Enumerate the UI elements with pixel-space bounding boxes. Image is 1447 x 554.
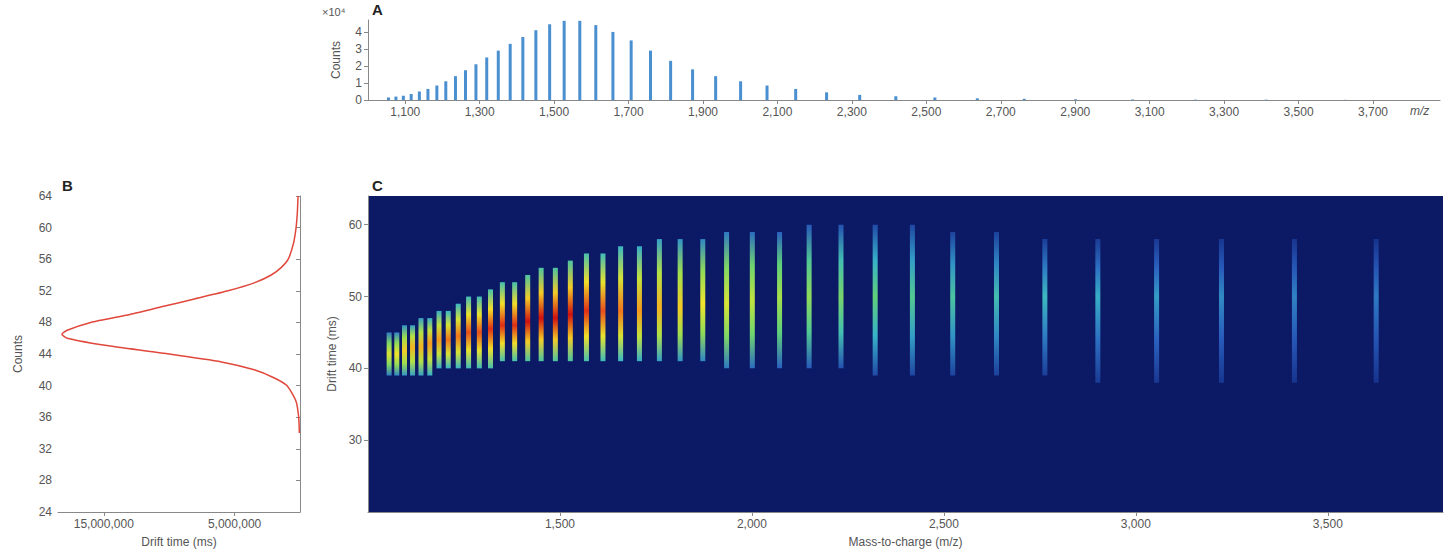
svg-text:Mass-to-charge (m/z): Mass-to-charge (m/z) xyxy=(848,535,962,549)
svg-text:1,300: 1,300 xyxy=(465,105,495,119)
svg-text:1,100: 1,100 xyxy=(390,105,420,119)
svg-text:3,700: 3,700 xyxy=(1358,105,1388,119)
svg-text:2,300: 2,300 xyxy=(837,105,867,119)
svg-text:1,900: 1,900 xyxy=(688,105,718,119)
svg-text:52: 52 xyxy=(39,284,53,298)
svg-text:2,000: 2,000 xyxy=(737,517,767,531)
svg-text:3,000: 3,000 xyxy=(1121,517,1151,531)
svg-text:B: B xyxy=(62,177,73,194)
svg-text:56: 56 xyxy=(39,252,53,266)
svg-text:36: 36 xyxy=(39,410,53,424)
svg-text:2,100: 2,100 xyxy=(762,105,792,119)
svg-text:2,500: 2,500 xyxy=(929,517,959,531)
svg-text:40: 40 xyxy=(349,361,363,375)
svg-text:1,500: 1,500 xyxy=(539,105,569,119)
svg-text:m/z: m/z xyxy=(1410,104,1429,118)
svg-text:3,500: 3,500 xyxy=(1313,517,1343,531)
svg-text:3,100: 3,100 xyxy=(1135,105,1165,119)
svg-text:40: 40 xyxy=(39,379,53,393)
svg-text:2,500: 2,500 xyxy=(911,105,941,119)
svg-text:2,900: 2,900 xyxy=(1060,105,1090,119)
svg-text:32: 32 xyxy=(39,442,53,456)
svg-text:5,000,000: 5,000,000 xyxy=(208,517,262,531)
svg-text:2: 2 xyxy=(355,59,362,73)
svg-text:3,500: 3,500 xyxy=(1284,105,1314,119)
svg-text:A: A xyxy=(372,1,383,18)
svg-text:Counts: Counts xyxy=(11,335,25,373)
svg-text:44: 44 xyxy=(39,347,53,361)
svg-text:3,300: 3,300 xyxy=(1209,105,1239,119)
svg-text:64: 64 xyxy=(39,189,53,203)
svg-text:C: C xyxy=(372,177,383,194)
svg-text:Counts: Counts xyxy=(329,41,343,79)
svg-text:0: 0 xyxy=(355,93,362,107)
svg-text:28: 28 xyxy=(39,473,53,487)
svg-text:50: 50 xyxy=(349,290,363,304)
svg-text:4: 4 xyxy=(355,25,362,39)
svg-text:2,700: 2,700 xyxy=(986,105,1016,119)
svg-text:1: 1 xyxy=(355,76,362,90)
svg-text:Drift time (ms): Drift time (ms) xyxy=(141,535,216,549)
svg-text:15,000,000: 15,000,000 xyxy=(74,517,134,531)
svg-text:1,500: 1,500 xyxy=(545,517,575,531)
svg-text:48: 48 xyxy=(39,315,53,329)
svg-text:Drift time (ms): Drift time (ms) xyxy=(325,316,339,391)
svg-text:24: 24 xyxy=(39,505,53,519)
svg-text:×10⁴: ×10⁴ xyxy=(322,6,346,18)
svg-text:60: 60 xyxy=(349,218,363,232)
svg-text:3: 3 xyxy=(355,42,362,56)
svg-text:30: 30 xyxy=(349,433,363,447)
svg-text:60: 60 xyxy=(39,221,53,235)
svg-text:1,700: 1,700 xyxy=(614,105,644,119)
